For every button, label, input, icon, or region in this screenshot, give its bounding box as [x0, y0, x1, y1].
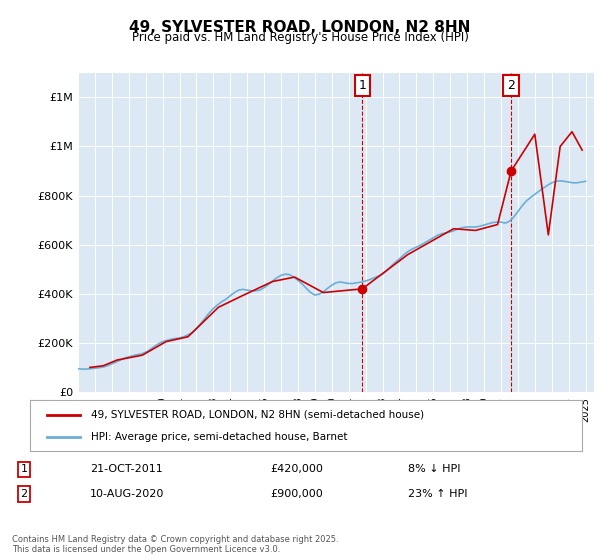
Text: £900,000: £900,000 [270, 489, 323, 499]
Text: 2: 2 [20, 489, 28, 499]
Text: 23% ↑ HPI: 23% ↑ HPI [408, 489, 467, 499]
Text: £420,000: £420,000 [270, 464, 323, 474]
Text: 21-OCT-2011: 21-OCT-2011 [90, 464, 163, 474]
Text: HPI: Average price, semi-detached house, Barnet: HPI: Average price, semi-detached house,… [91, 432, 347, 442]
Text: Contains HM Land Registry data © Crown copyright and database right 2025.
This d: Contains HM Land Registry data © Crown c… [12, 535, 338, 554]
Text: 2: 2 [507, 79, 515, 92]
Text: 49, SYLVESTER ROAD, LONDON, N2 8HN (semi-detached house): 49, SYLVESTER ROAD, LONDON, N2 8HN (semi… [91, 409, 424, 419]
Text: 49, SYLVESTER ROAD, LONDON, N2 8HN: 49, SYLVESTER ROAD, LONDON, N2 8HN [130, 20, 470, 35]
Text: 1: 1 [358, 79, 366, 92]
Text: 10-AUG-2020: 10-AUG-2020 [90, 489, 164, 499]
Text: 1: 1 [20, 464, 28, 474]
Text: 8% ↓ HPI: 8% ↓ HPI [408, 464, 461, 474]
Text: Price paid vs. HM Land Registry's House Price Index (HPI): Price paid vs. HM Land Registry's House … [131, 31, 469, 44]
